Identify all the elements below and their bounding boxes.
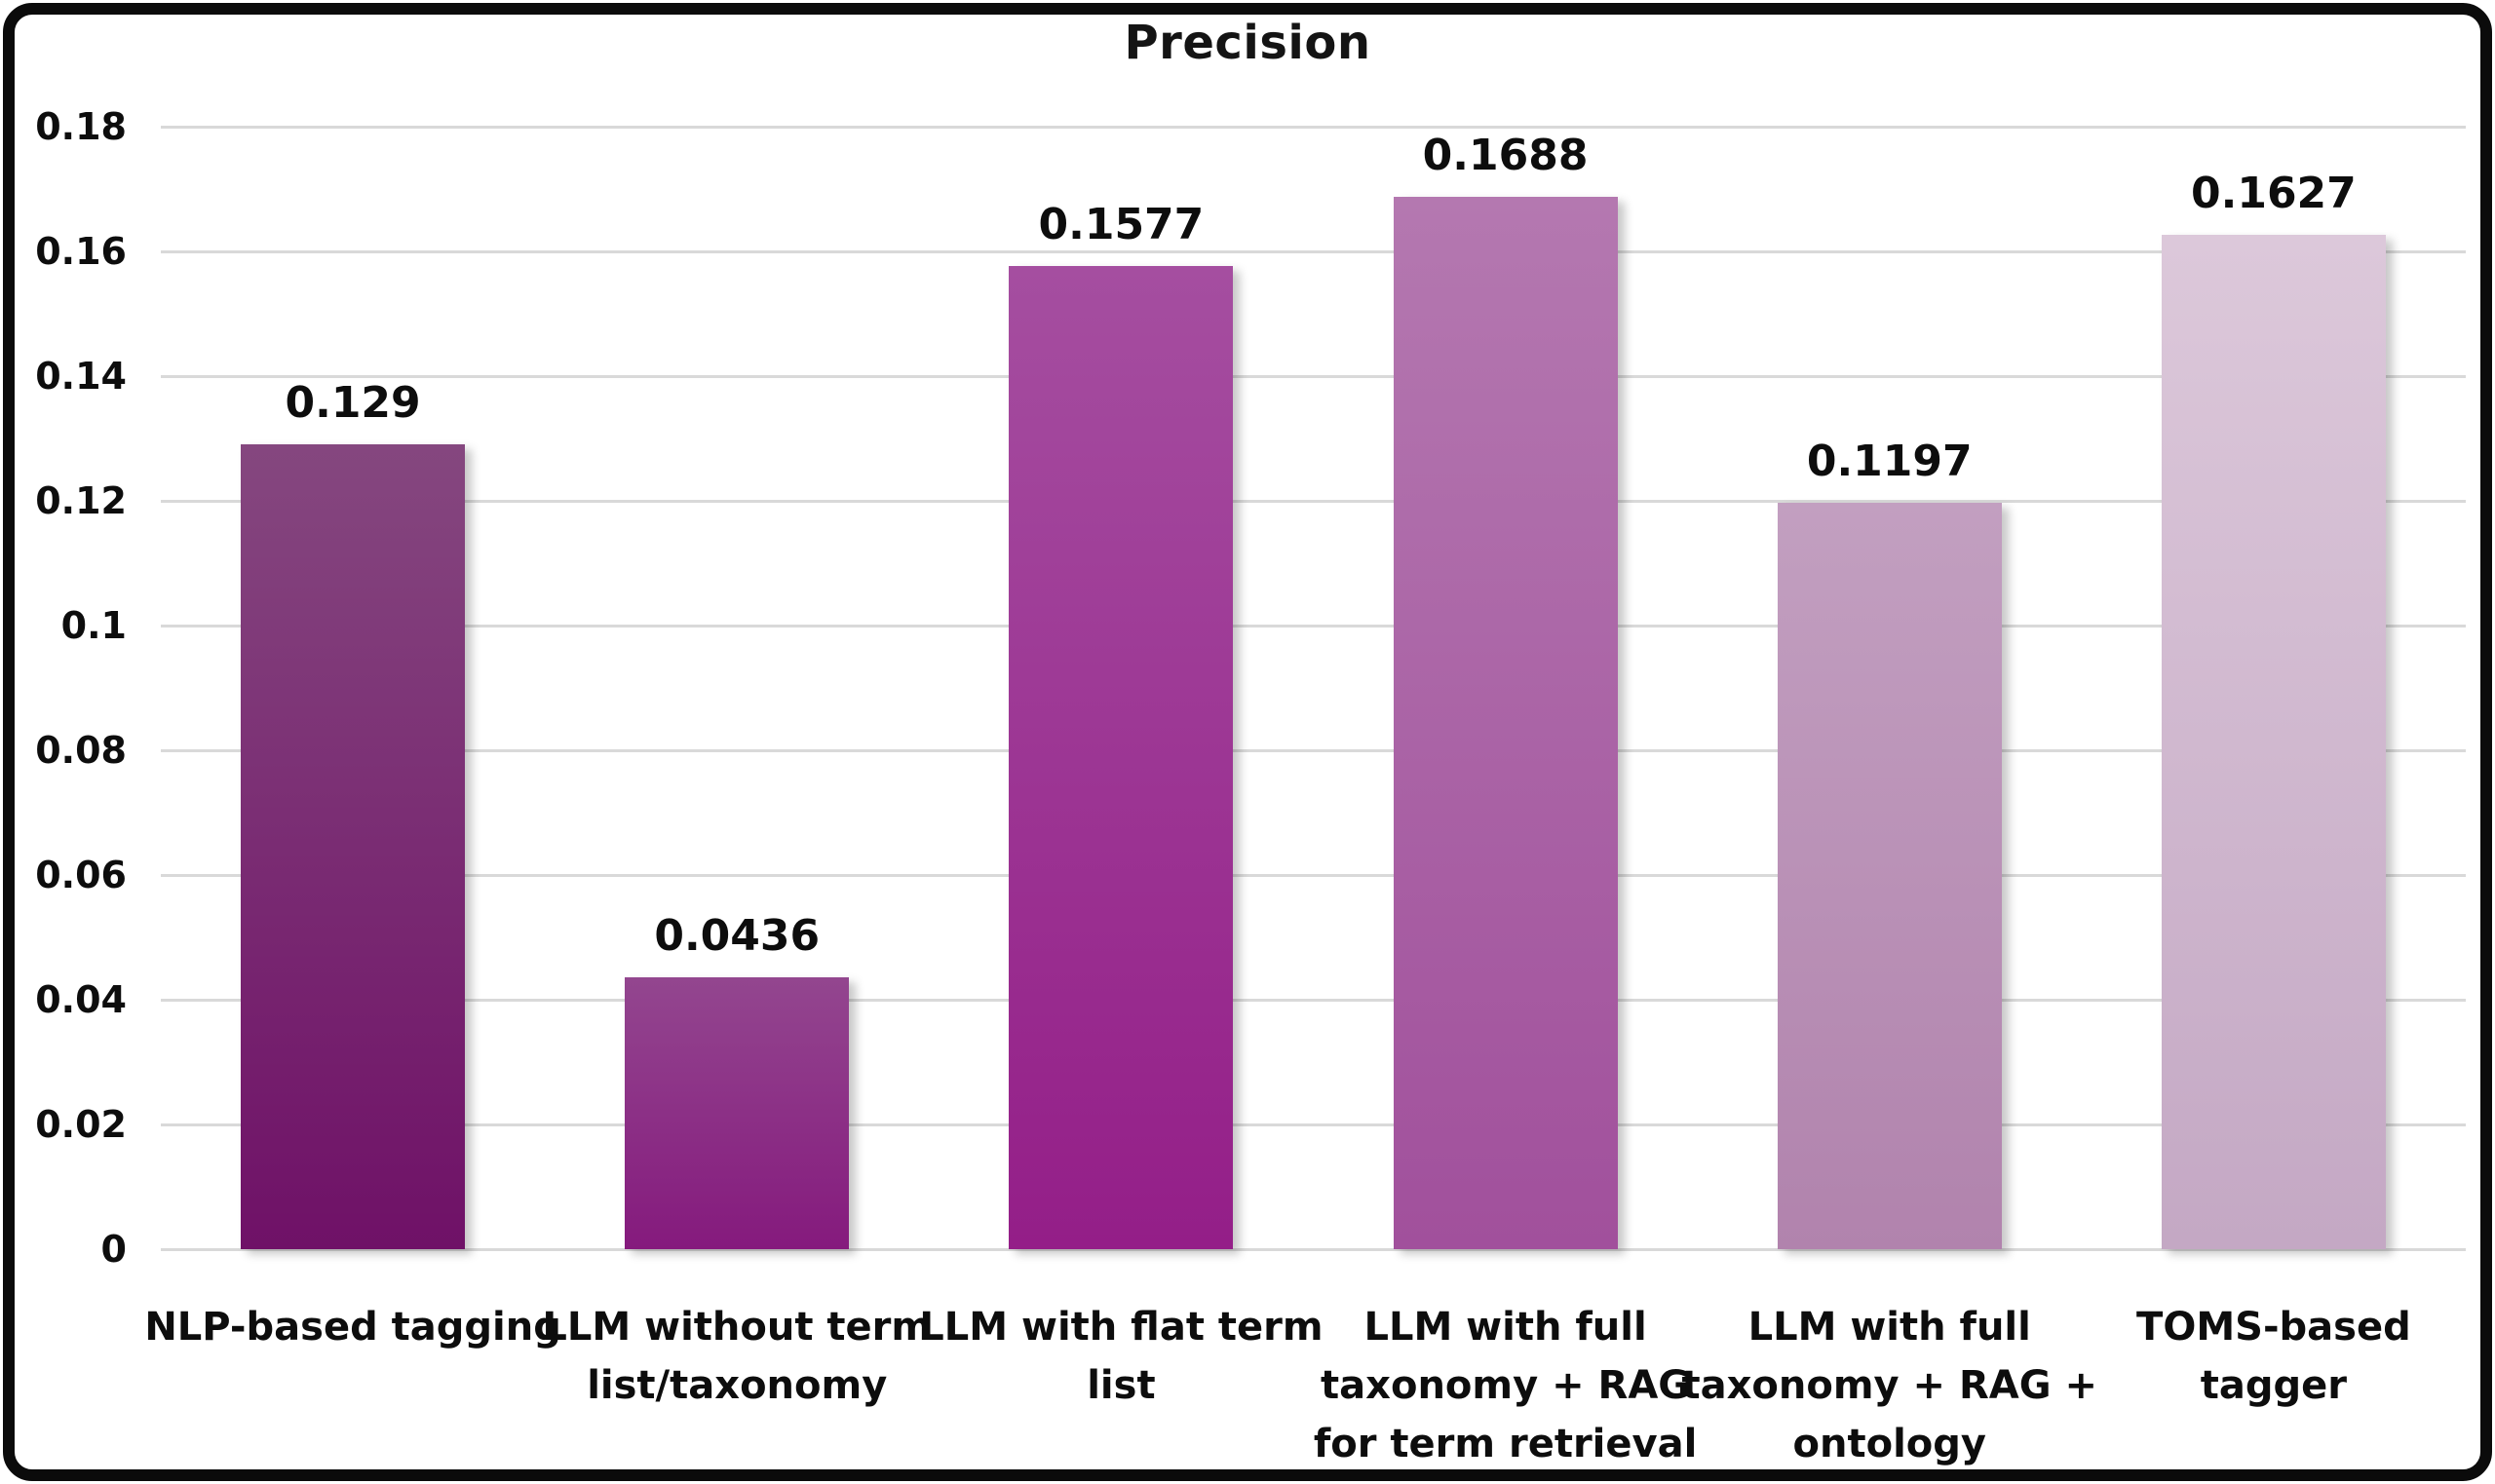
y-tick-label: 0.18 [35, 105, 127, 148]
x-axis-label-line: LLM with full [1747, 1305, 2031, 1350]
x-axis-label-line: LLM with full [1363, 1305, 1647, 1350]
y-tick-label: 0.02 [35, 1103, 127, 1146]
bar-value-label: 0.1688 [1422, 130, 1589, 180]
bar-3 [1009, 265, 1234, 1249]
x-axis-label-line: ontology [1792, 1422, 1986, 1466]
x-axis-label-line: LLM with flat term [919, 1305, 1324, 1350]
bar-4 [1393, 196, 1618, 1249]
x-axis-label: LLM with full taxonomy + RAG + ontology [1680, 1298, 2099, 1473]
gridline [161, 624, 2466, 628]
gridline [161, 125, 2466, 129]
bar-value-label: 0.1197 [1806, 436, 1973, 486]
bar-2 [625, 976, 850, 1249]
x-axis-label-line: list [1087, 1363, 1156, 1408]
x-axis-label: LLM with flat term list [911, 1298, 1330, 1415]
bar-value-label: 0.1577 [1038, 199, 1205, 249]
y-tick-label: 0.12 [35, 479, 127, 522]
bar-5 [1777, 502, 2002, 1249]
x-axis-label-line: taxonomy + RAG + [1681, 1363, 2097, 1408]
x-axis-label: LLM with full taxonomy + RAG for term retr… [1296, 1298, 1715, 1473]
x-axis-label-line: tagger [2200, 1363, 2348, 1408]
gridline [161, 499, 2466, 503]
y-tick-label: 0.04 [35, 978, 127, 1021]
bar-6 [2161, 234, 2386, 1249]
y-tick-label: 0.1 [60, 604, 127, 647]
x-axis-label-line: LLM without term [542, 1305, 933, 1350]
x-axis-label-line: list/taxonomy [587, 1363, 888, 1408]
x-axis-label-line: for term retrieval [1313, 1422, 1698, 1466]
y-tick-label: 0.14 [35, 355, 127, 398]
bar-value-label: 0.129 [285, 378, 421, 429]
x-axis-label-line: NLP-based tagging [144, 1305, 561, 1350]
gridline [161, 873, 2466, 877]
x-axis-label: TOMS-based tagger [2064, 1298, 2483, 1415]
gridline [161, 374, 2466, 378]
gridline [161, 1247, 2466, 1251]
gridline [161, 998, 2466, 1002]
x-axis-label-line: taxonomy + RAG [1321, 1363, 1691, 1408]
gridline [161, 1123, 2466, 1126]
x-axis-label-line: TOMS-based [2136, 1305, 2411, 1350]
bar-1 [241, 444, 466, 1249]
x-axis-label: LLM without term list/taxonomy [527, 1298, 946, 1415]
y-tick-label: 0.16 [35, 230, 127, 273]
gridline [161, 748, 2466, 752]
y-tick-label: 0.06 [35, 854, 127, 896]
y-tick-label: 0.08 [35, 729, 127, 772]
chart-title: Precision [1124, 16, 1371, 70]
x-axis-label: NLP-based tagging [143, 1298, 562, 1356]
bar-value-label: 0.0436 [654, 910, 821, 961]
y-tick-label: 0 [100, 1228, 127, 1271]
bar-value-label: 0.1627 [2191, 168, 2357, 218]
gridline [161, 249, 2466, 253]
